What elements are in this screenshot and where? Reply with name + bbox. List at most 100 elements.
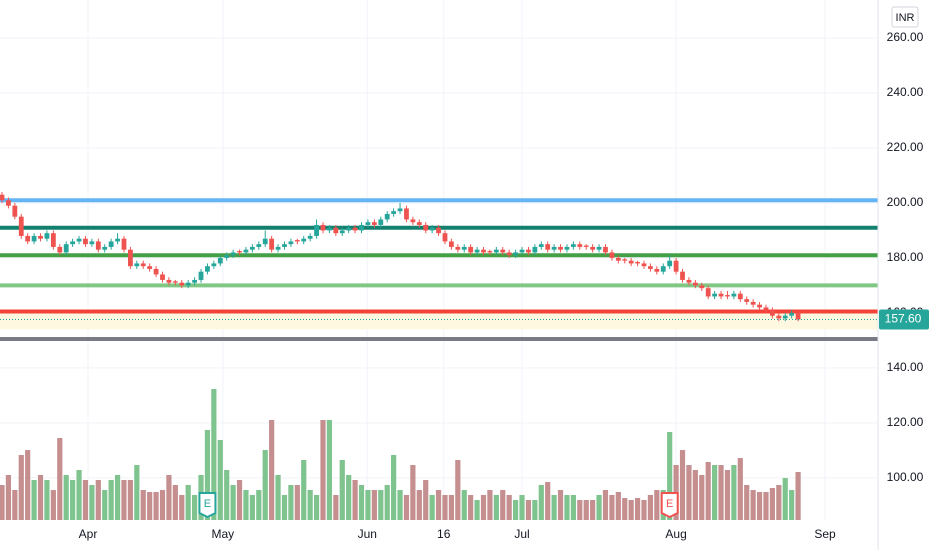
y-tick-label: 220.00	[887, 140, 924, 154]
volume-bar	[442, 495, 448, 520]
volume-bar	[0, 485, 5, 520]
candle-body	[57, 246, 63, 253]
volume-bar	[686, 465, 692, 520]
volume-bar	[435, 490, 442, 520]
volume-bar	[564, 495, 570, 520]
volume-bar	[288, 485, 294, 520]
candle-body	[737, 293, 743, 300]
volume-bar	[737, 458, 743, 520]
volume-bar	[679, 450, 686, 520]
volume-bar	[634, 498, 641, 520]
volume-bar	[429, 495, 435, 520]
candle-body	[731, 293, 737, 297]
volume-bar	[654, 490, 660, 520]
x-tick-label: Jul	[514, 527, 529, 541]
candle-body	[89, 241, 95, 245]
candle-body	[429, 227, 435, 231]
candle-body	[596, 246, 602, 250]
volume-bar	[545, 482, 551, 520]
volume-bar	[25, 450, 31, 520]
volume-bar	[313, 495, 320, 520]
candle-body	[455, 246, 461, 250]
candle-body	[744, 299, 750, 302]
candle-body	[249, 246, 255, 250]
candle-body	[179, 282, 185, 286]
volume-bar	[480, 495, 487, 520]
volume-bar	[243, 490, 249, 520]
candle-body	[615, 257, 621, 261]
candle-body	[712, 293, 718, 297]
volume-bar	[371, 490, 377, 520]
candle-body	[352, 227, 358, 231]
volume-bar	[44, 480, 50, 520]
volume-bar	[269, 420, 275, 520]
volume-bar	[622, 498, 628, 520]
x-tick-label: 16	[437, 527, 451, 541]
volume-bar	[647, 495, 654, 520]
volume-bar	[76, 470, 82, 520]
candle-body	[172, 281, 178, 283]
candle-body	[532, 246, 538, 253]
candle-body	[442, 233, 448, 242]
candle-body	[115, 238, 120, 242]
candle-body	[301, 238, 307, 242]
volume-bar	[18, 455, 24, 520]
candle-body	[519, 249, 525, 253]
candle-body	[359, 224, 364, 231]
candle-body	[384, 213, 390, 220]
volume-bar	[217, 440, 223, 520]
volume-bar	[782, 478, 788, 520]
volume-bar	[82, 480, 89, 520]
candle-body	[12, 205, 18, 217]
candle-body	[776, 315, 782, 319]
candle-body	[314, 224, 319, 236]
volume-bar	[731, 465, 737, 520]
volume-bar	[577, 500, 583, 520]
candle-body	[147, 266, 153, 269]
volume-bar	[275, 475, 281, 520]
event-label: E	[666, 498, 673, 510]
candle-body	[782, 315, 788, 319]
volume-bar	[307, 490, 313, 520]
candle-body	[416, 222, 422, 225]
volume-bar	[352, 480, 358, 520]
candle-body	[166, 279, 172, 283]
volume-bar	[596, 495, 602, 520]
candle-body	[648, 266, 653, 269]
candle-body	[365, 222, 371, 225]
volume-bar	[641, 500, 647, 520]
candle-body	[339, 230, 345, 234]
candle-body	[134, 263, 140, 267]
candle-body	[243, 249, 249, 253]
volume-bar	[692, 470, 698, 520]
candle-body	[622, 259, 628, 261]
volume-bar	[384, 485, 390, 520]
volume-bar	[166, 475, 172, 520]
volume-bar	[147, 492, 153, 520]
candle-body	[6, 200, 11, 206]
candle-body	[558, 246, 563, 250]
volume-bar	[519, 495, 525, 520]
candle-body	[763, 307, 769, 311]
candle-body	[609, 252, 615, 258]
candle-body	[789, 312, 795, 316]
volume-bar	[172, 485, 178, 520]
candle-body	[282, 244, 287, 247]
candle-body	[320, 224, 326, 231]
volume-bar	[609, 495, 615, 520]
candle-body	[404, 208, 409, 220]
candle-body	[230, 252, 236, 256]
candle-body	[211, 263, 217, 267]
candle-body	[461, 246, 467, 250]
volume-bar	[403, 495, 410, 520]
candle-body	[635, 262, 640, 264]
candle-body	[31, 235, 37, 242]
volume-bar	[667, 432, 673, 520]
candle-body	[564, 246, 570, 250]
candle-body	[699, 285, 705, 289]
candle-body	[641, 263, 647, 267]
candle-body	[140, 263, 146, 267]
volume-bar	[391, 455, 397, 520]
candle-body	[397, 208, 403, 212]
volume-bar	[583, 500, 589, 520]
